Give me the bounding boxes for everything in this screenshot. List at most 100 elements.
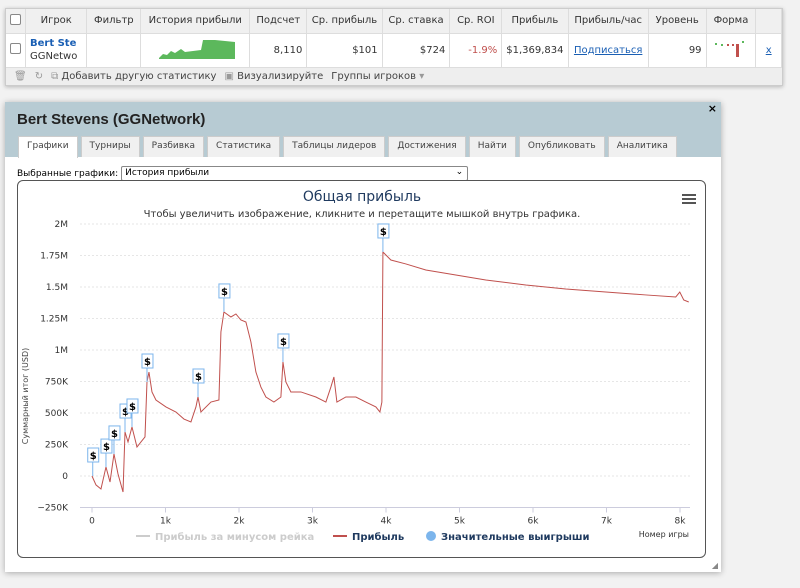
x-tick-label: 8k	[675, 517, 687, 527]
big-win-flag	[108, 425, 121, 441]
big-win-flag	[87, 447, 100, 463]
tab-leaderboards[interactable]: Таблицы лидеров	[283, 136, 386, 157]
select-all-checkbox[interactable]	[6, 9, 26, 33]
y-tick-label: 2M	[55, 220, 69, 230]
table-toolbar: 🗑 ↻ ⧉ Добавить другую статистику ▣ Визуа…	[6, 67, 782, 85]
image-icon: ▣	[224, 71, 234, 82]
profit-value: $1,369,834	[501, 32, 569, 67]
filter-cell[interactable]	[86, 32, 142, 67]
legend-rake[interactable]: Прибыль за минусом рейка	[136, 531, 314, 543]
player-stats-panel: Игрок Фильтр История прибыли Подсчет Ср.…	[5, 8, 783, 86]
menu-icon[interactable]	[682, 194, 696, 204]
trash-icon[interactable]: 🗑	[14, 71, 27, 82]
player-link[interactable]: Bert Ste	[30, 38, 77, 50]
copy-icon: ⧉	[51, 71, 59, 82]
x-tick-label: 7k	[601, 517, 613, 527]
y-axis-label: Суммарный итог (USD)	[21, 348, 30, 445]
col-form[interactable]: Форма	[706, 9, 757, 33]
col-filter[interactable]: Фильтр	[86, 9, 142, 33]
tab-graphs[interactable]: Графики	[18, 136, 78, 158]
legend-profit-label: Прибыль	[352, 531, 404, 543]
subscribe-link[interactable]: Подписаться	[573, 44, 643, 56]
big-win-label: $	[103, 442, 110, 453]
big-win-flag	[141, 353, 154, 369]
player-network: GGNetwo	[30, 51, 78, 63]
big-win-flag	[377, 223, 390, 239]
big-win-label: $	[221, 287, 228, 298]
visualize-label: Визуализируйте	[237, 71, 324, 82]
player-groups-dropdown[interactable]: Группы игроков ▾	[331, 71, 424, 82]
tab-statistics[interactable]: Статистика	[207, 136, 281, 157]
col-level[interactable]: Уровень	[648, 9, 707, 33]
legend-profit[interactable]: Прибыль	[333, 531, 404, 543]
caret-down-icon: ▾	[419, 71, 425, 82]
big-win-label: $	[380, 227, 387, 238]
profit-chart[interactable]: Общая прибыль Чтобы увеличить изображени…	[17, 180, 706, 558]
refresh-icon[interactable]: ↻	[34, 71, 44, 82]
selected-graphs-label: Выбранные графики:	[17, 168, 119, 179]
big-win-flag	[100, 438, 113, 454]
x-tick-label: 4k	[381, 517, 393, 527]
col-per-hour[interactable]: Прибыль/час	[568, 9, 649, 33]
tab-publish[interactable]: Опубликовать	[518, 136, 605, 157]
big-win-label: $	[90, 451, 97, 462]
col-count[interactable]: Подсчет	[249, 9, 308, 33]
x-axis-label: Номер игры	[639, 530, 689, 539]
tab-find[interactable]: Найти	[468, 136, 516, 157]
resize-handle[interactable]: ◢	[711, 561, 718, 570]
x-tick-label: 0	[89, 517, 95, 527]
chart-svg[interactable]: Общая прибыль Чтобы увеличить изображени…	[18, 181, 707, 559]
profit-line	[91, 250, 689, 493]
x-tick-label: 1k	[160, 517, 172, 527]
big-win-label: $	[195, 372, 202, 383]
tab-breakdown[interactable]: Разбивка	[142, 136, 205, 157]
legend-rake-label: Прибыль за минусом рейка	[155, 531, 314, 543]
remove-link[interactable]: x	[765, 44, 772, 56]
chart-title: Общая прибыль	[303, 189, 421, 205]
profit-sparkline	[140, 32, 251, 67]
modal-tabs: Графики Турниры Разбивка Статистика Табл…	[18, 136, 677, 158]
big-win-label: $	[280, 337, 287, 348]
big-win-label: $	[111, 429, 118, 440]
col-avg-stake[interactable]: Ср. ставка	[382, 9, 451, 33]
modal-header: Bert Stevens (GGNetwork) × Графики Турни…	[5, 102, 721, 158]
avg-profit-value: $101	[306, 32, 383, 67]
col-roi[interactable]: Ср. ROI	[449, 9, 503, 33]
x-tick-label: 3k	[307, 517, 319, 527]
big-win-label: $	[122, 407, 129, 418]
y-tick-label: 1M	[55, 346, 69, 356]
level-value: 99	[648, 32, 707, 67]
col-player[interactable]: Игрок	[25, 9, 88, 33]
big-win-flag	[277, 333, 290, 349]
count-value: 8,110	[249, 32, 308, 67]
col-profit[interactable]: Прибыль	[501, 9, 569, 33]
x-tick-label: 5k	[454, 517, 466, 527]
x-tick-label: 6k	[528, 517, 540, 527]
y-tick-label: 1.5M	[46, 283, 68, 293]
legend-big-wins[interactable]: Значительные выигрыши	[426, 531, 590, 543]
y-tick-label: 750K	[45, 378, 69, 388]
tab-achievements[interactable]: Достижения	[388, 136, 466, 157]
modal-title: Bert Stevens (GGNetwork)	[17, 111, 206, 128]
x-tick-label: 2k	[234, 517, 246, 527]
big-win-flag	[192, 368, 205, 384]
col-avg-profit[interactable]: Ср. прибыль	[306, 9, 383, 33]
col-history[interactable]: История прибыли	[140, 9, 251, 33]
visualize-button[interactable]: ▣ Визуализируйте	[224, 71, 323, 82]
chart-subtitle: Чтобы увеличить изображение, кликните и …	[144, 209, 581, 220]
tab-tournaments[interactable]: Турниры	[80, 136, 140, 157]
legend: Прибыль за минусом рейка Прибыль Значите…	[136, 531, 590, 543]
row-checkbox[interactable]	[6, 32, 26, 67]
graph-select[interactable]: История прибыли ⌄	[121, 166, 469, 181]
player-modal: Bert Stevens (GGNetwork) × Графики Турни…	[5, 102, 721, 572]
col-remove	[755, 9, 782, 33]
graph-select-value: История прибыли	[125, 168, 210, 178]
legend-big-wins-label: Значительные выигрыши	[441, 532, 590, 543]
form-chart	[706, 32, 757, 67]
add-stat-button[interactable]: ⧉ Добавить другую статистику	[51, 71, 216, 82]
close-icon[interactable]: ×	[707, 102, 717, 115]
tab-analytics[interactable]: Аналитика	[607, 136, 677, 157]
y-tick-label: 1.25M	[40, 315, 68, 325]
big-win-label: $	[144, 357, 151, 368]
table-row: Bert Ste GGNetwo 8,110 $101 $724 -1.9% $1…	[6, 32, 782, 67]
